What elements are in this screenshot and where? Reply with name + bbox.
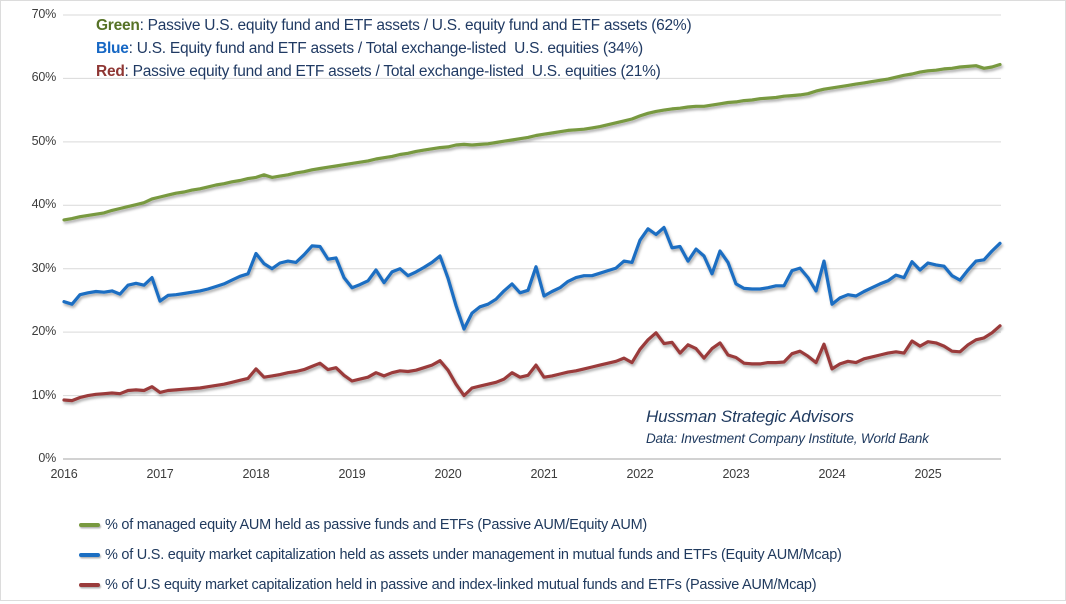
gridlines (63, 14, 1001, 460)
legend-row-green: % of managed equity AUM held as passive … (79, 514, 842, 536)
legend-row-blue: % of U.S. equity market capitalization h… (79, 544, 842, 566)
y-tick-label: 50% (31, 133, 57, 148)
y-tick-label: 30% (31, 260, 57, 275)
series-line-green (62, 62, 1002, 222)
y-tick-label: 40% (31, 197, 57, 212)
annotation-key: Blue (96, 40, 129, 57)
y-tick-label: 10% (31, 387, 57, 402)
x-tick-label: 2020 (434, 467, 462, 481)
legend-row-red: % of U.S equity market capitalization he… (79, 574, 842, 596)
x-tick-label: 2021 (530, 467, 558, 481)
legend-swatch (79, 583, 100, 587)
legend-label: % of managed equity AUM held as passive … (105, 517, 647, 533)
attribution-title: Hussman Strategic Advisors (646, 407, 854, 426)
annotation-text: : Passive U.S. equity fund and ETF asset… (139, 17, 692, 34)
attribution-source: Data: Investment Company Institute, Worl… (646, 431, 929, 446)
x-tick-label: 2019 (338, 467, 366, 481)
y-tick-label: 20% (31, 324, 57, 339)
annotation-key: Green (96, 17, 140, 34)
x-tick-label: 2017 (146, 467, 174, 481)
annotation-line-red: Red: Passive equity fund and ETF assets … (96, 60, 691, 83)
y-tick-label: 60% (31, 70, 57, 85)
legend-label: % of U.S. equity market capitalization h… (105, 547, 842, 563)
annotation-key: Red (96, 63, 125, 80)
legend-swatch (79, 523, 100, 527)
legend-swatch (79, 553, 100, 557)
annotation-block: Green: Passive U.S. equity fund and ETF … (96, 14, 692, 83)
legend-label: % of U.S equity market capitalization he… (105, 577, 817, 593)
annotation-text: : U.S. Equity fund and ETF assets / Tota… (128, 40, 644, 57)
y-tick-label: 0% (38, 451, 56, 465)
series-lines (62, 62, 1002, 403)
annotation-line-blue: Blue: U.S. Equity fund and ETF assets / … (96, 37, 691, 60)
annotation-text: : Passive equity fund and ETF assets / T… (124, 63, 661, 80)
y-tick-label: 70% (31, 7, 57, 21)
x-tick-label: 2025 (914, 467, 942, 481)
legend: % of managed equity AUM held as passive … (79, 514, 842, 604)
x-tick-label: 2023 (722, 467, 750, 481)
series-line-blue (62, 225, 1002, 331)
series-line-red (62, 324, 1002, 403)
x-tick-label: 2022 (626, 467, 654, 481)
x-tick-label: 2024 (818, 467, 846, 481)
x-tick-label: 2016 (50, 467, 78, 481)
annotation-line-green: Green: Passive U.S. equity fund and ETF … (96, 14, 692, 37)
x-tick-label: 2018 (242, 467, 270, 481)
